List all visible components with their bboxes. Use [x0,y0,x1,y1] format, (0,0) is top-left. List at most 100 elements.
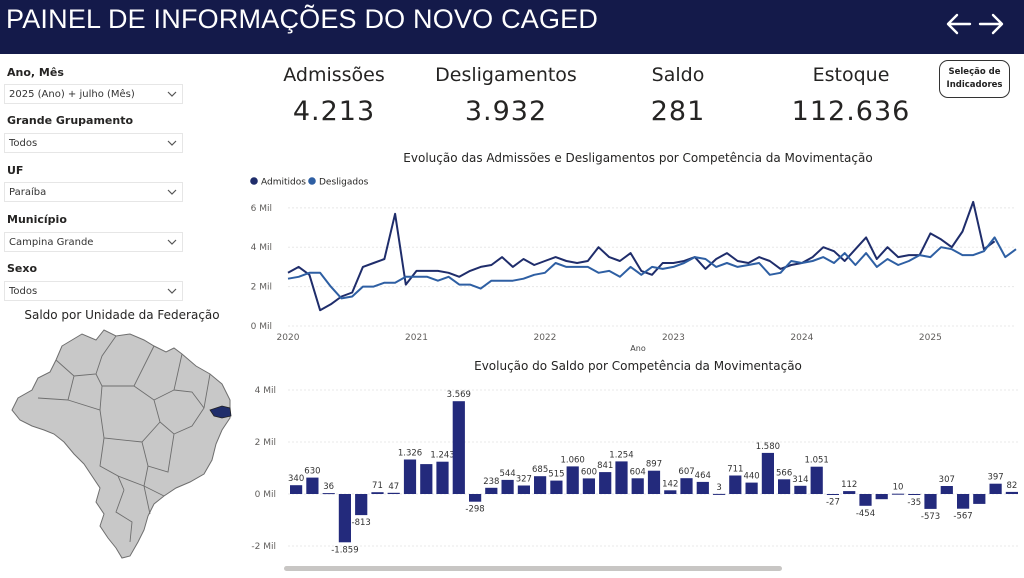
filter-municipio-value: Campina Grande [9,237,94,248]
saldo-bar [420,464,433,494]
saldo-bar [599,472,612,494]
chevron-down-icon [167,140,177,146]
saldo-bar [403,459,417,494]
saldo-bar [778,479,791,494]
filter-uf-dropdown[interactable]: Paraíba [4,182,183,202]
saldo-bar [371,492,384,494]
indicator-selection-line2: Indicadores [946,80,1003,90]
saldo-bar [859,494,872,506]
saldo-bar [582,478,595,494]
saldo-data-label: -298 [465,505,484,515]
indicator-selection-button[interactable]: Seleção de Indicadores [939,60,1010,98]
header-bar: PAINEL DE INFORMAÇÕES DO NOVO CAGED [0,0,1024,54]
saldo-data-label: 307 [939,475,955,485]
line-chart-x-tick: 2022 [533,333,556,343]
line-chart-y-tick: 2 Mil [251,283,272,293]
saldo-bar [891,493,905,495]
saldo-data-label: -35 [907,498,921,508]
saldo-bar [469,494,482,502]
saldo-data-label: 897 [646,460,662,470]
line-chart-x-tick: 2024 [790,333,813,343]
saldo-bar [957,494,970,509]
horizontal-scrollbar[interactable] [284,566,782,571]
line-chart[interactable]: 0 Mil 2 Mil 4 Mil 6 Mil 2020 2021 2022 2023 2024… [244,168,1024,356]
saldo-data-label: 600 [581,467,597,477]
kpi-admissoes-value: 4.213 [292,96,376,127]
saldo-data-label: 397 [987,473,1003,483]
saldo-data-label: 238 [483,477,499,487]
saldo-bar [647,470,661,494]
kpi-desligamentos-value: 3.932 [464,96,548,127]
saldo-bar [696,481,709,494]
line-chart-x-tick: 2020 [277,333,300,343]
saldo-data-label: 566 [776,468,792,478]
saldo-data-label: -573 [921,512,940,522]
saldo-data-label: -454 [856,509,875,519]
saldo-bar [306,477,319,494]
saldo-bar [452,401,465,494]
chevron-down-icon [167,239,177,245]
saldo-bar [355,494,368,516]
saldo-bar [875,494,888,500]
legend-label-admitidos: Admitidos [261,178,306,188]
saldo-bar [501,479,514,494]
bar-chart-y-tick: -2 Mil [251,542,276,552]
line-chart-title: Evolução das Admissões e Desligamentos p… [403,151,873,165]
saldo-data-label: 685 [532,465,548,475]
saldo-bar [387,492,400,494]
filter-label-ano-mes: Ano, Mês [7,66,64,79]
saldo-data-label: 340 [288,474,304,484]
line-chart-x-tick: 2023 [662,333,685,343]
filter-grande-grupamento-dropdown[interactable]: Todos [4,133,183,153]
saldo-bar [973,494,986,504]
saldo-data-label: 841 [597,461,613,471]
saldo-bar [631,478,644,494]
saldo-data-label: 327 [516,474,532,484]
saldo-bar [1005,491,1018,494]
saldo-bar [713,493,726,495]
saldo-data-label: 1.326 [398,449,422,459]
line-chart-x-tick: 2025 [919,333,942,343]
series-line-admitidos [287,200,996,312]
filter-label-municipio: Município [7,213,67,226]
filter-municipio-dropdown[interactable]: Campina Grande [4,232,183,252]
saldo-bar [550,480,563,494]
saldo-data-label: 112 [841,480,857,490]
saldo-data-label: 3 [716,483,721,493]
kpi-estoque: Estoque 112.636 [761,64,941,127]
saldo-bar [436,461,449,494]
line-chart-x-tick: 2021 [405,333,428,343]
filter-label-grande-grupamento: Grande Grupamento [7,114,134,127]
saldo-data-label: 142 [662,479,678,489]
line-chart-x-axis-title: Ano [630,344,646,353]
paraiba-state[interactable] [209,405,232,419]
saldo-bar [989,483,1002,494]
bar-chart-y-tick: 2 Mil [255,438,276,448]
saldo-data-label: 1.254 [609,450,633,460]
saldo-data-label: 71 [372,481,383,491]
arrow-left-icon[interactable] [944,10,974,38]
saldo-data-label: 1.051 [804,456,828,466]
saldo-bar [794,485,807,494]
arrow-right-icon[interactable] [976,10,1006,38]
saldo-bar [338,494,351,543]
kpi-saldo: Saldo 281 [588,64,768,127]
map-title: Saldo por Unidade da Federação [24,308,220,322]
brazil-outline [11,329,231,559]
filter-uf-value: Paraíba [9,187,47,198]
kpi-desligamentos: Desligamentos 3.932 [416,64,596,127]
saldo-bar [615,461,628,494]
brazil-map[interactable] [4,326,240,562]
page-title: PAINEL DE INFORMAÇÕES DO NOVO CAGED [6,4,599,34]
saldo-data-label: 440 [743,472,759,482]
line-chart-y-tick: 6 Mil [251,204,272,214]
saldo-data-label: 630 [304,467,320,477]
kpi-saldo-value: 281 [650,96,706,127]
saldo-data-label: 10 [893,483,904,493]
filter-ano-mes-dropdown[interactable]: 2025 (Ano) + julho (Mês) [4,84,183,104]
legend-marker-desligados [308,177,316,185]
saldo-data-label: 464 [695,471,711,481]
filter-sexo-dropdown[interactable]: Todos [4,281,183,301]
saldo-bar [566,466,579,494]
